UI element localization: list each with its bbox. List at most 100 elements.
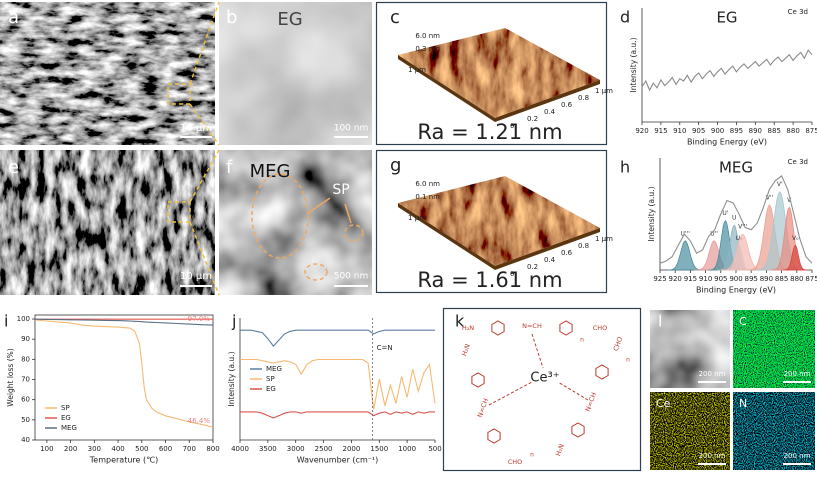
benzene-ring <box>559 320 573 336</box>
legend-label: SP <box>266 375 275 383</box>
scale-label: 10 μm <box>180 123 212 134</box>
x-tick-label: 925 <box>653 275 666 283</box>
legend-label: SP <box>61 404 70 412</box>
line <box>344 203 352 224</box>
y-tick-label: 50 <box>21 416 30 424</box>
x-tick-label: 100 <box>40 445 53 453</box>
marker-label: C=N <box>377 344 393 352</box>
repeat-unit: n <box>530 452 534 459</box>
axis-label: 1 μm <box>408 66 426 74</box>
coordination-bond <box>488 381 533 406</box>
axis-label: 0 <box>510 122 514 130</box>
x-axis-label: Binding Energy (eV) <box>687 138 767 147</box>
x-tick-label: 300 <box>88 445 101 453</box>
x-tick-label: 900 <box>729 275 742 283</box>
x-tick-label: 885 <box>768 127 781 135</box>
scale-label: 500 nm <box>334 272 369 282</box>
peak-label: V <box>787 197 792 204</box>
axis-label: 6.0 nm <box>415 32 440 40</box>
y-tick-label: 60 <box>21 396 30 404</box>
y-tick-label: 80 <box>21 355 30 363</box>
panel-label: j <box>231 312 236 331</box>
panel-label: i <box>4 312 8 331</box>
eds-map <box>650 392 730 470</box>
axis-label: 0.4 <box>544 108 556 116</box>
panel-label: d <box>620 8 630 27</box>
peak-label: U''' <box>681 230 691 237</box>
axis-label: 0.6 <box>561 249 573 257</box>
amine: H₂N <box>462 324 474 332</box>
x-tick-label: 400 <box>111 445 124 453</box>
benzene-ring <box>471 372 485 388</box>
axis-label: 1 μm <box>595 235 613 243</box>
sp-label: SP <box>332 182 349 198</box>
legend-label: MEG <box>266 365 282 373</box>
series-line <box>34 319 214 428</box>
value-label: 97.0% <box>188 315 211 323</box>
annotation: Ce 3d <box>788 158 808 166</box>
benzene-ring <box>595 364 609 380</box>
chart-title: EG <box>716 9 737 27</box>
x-tick-label: 905 <box>714 275 727 283</box>
line <box>189 149 220 203</box>
aldehyde: CHO <box>508 458 523 466</box>
peak <box>667 240 704 271</box>
y-axis-label: Intensity (a.u.) <box>647 186 656 241</box>
y-tick-label: 70 <box>21 376 30 384</box>
x-tick-label: 875 <box>805 127 817 135</box>
legend-label: EG <box>266 385 276 393</box>
x-tick-label: 3000 <box>287 445 305 453</box>
element-label: C <box>739 315 747 328</box>
axis-label: 0.1 nm <box>415 193 440 201</box>
repeat-unit: n <box>626 357 630 364</box>
plot-frame <box>34 314 214 441</box>
legend-label: MEG <box>61 424 77 432</box>
tem-image <box>219 150 372 295</box>
benzene-ring <box>571 422 585 438</box>
repeat-unit: n <box>580 337 584 344</box>
series-line <box>240 329 435 347</box>
roughness: Ra = 1.21 nm <box>417 120 562 144</box>
panel-label: k <box>455 312 465 331</box>
y-tick-label: 90 <box>21 335 30 343</box>
amine: H₂N <box>460 343 472 357</box>
x-tick-label: 2500 <box>315 445 333 453</box>
scale-label: 200 nm <box>784 452 811 460</box>
x-tick-label: 885 <box>775 275 788 283</box>
x-tick-label: 875 <box>805 275 817 283</box>
x-tick-label: 920 <box>635 127 648 135</box>
y-tick-label: 100 <box>17 315 30 323</box>
peak-label: V' <box>777 181 783 188</box>
x-tick-label: 700 <box>183 445 196 453</box>
x-tick-label: 800 <box>206 445 219 453</box>
value-label: 46.4% <box>188 417 211 425</box>
cerium-ion: Ce³⁺ <box>530 371 559 386</box>
x-tick-label: 915 <box>684 275 697 283</box>
axis-label: 0 <box>510 270 514 278</box>
tem-image <box>219 2 372 145</box>
axis-label: 0.6 <box>561 101 573 109</box>
line <box>189 103 220 146</box>
sem-image <box>0 2 215 145</box>
panel-label: c <box>390 7 400 28</box>
zoom-box <box>167 201 191 223</box>
sp-outline <box>344 224 364 242</box>
x-tick-label: 890 <box>749 127 762 135</box>
x-tick-label: 910 <box>699 275 712 283</box>
coordination-bond <box>531 333 544 369</box>
scale-label: 10 μm <box>180 271 212 282</box>
line <box>306 197 331 215</box>
axis-label: 0.2 <box>527 263 538 271</box>
coordination-bond <box>557 381 589 401</box>
zoom-box <box>167 83 191 105</box>
x-tick-label: 920 <box>669 275 682 283</box>
axis-label: 0.8 <box>578 94 589 102</box>
panel-label: f <box>226 157 233 178</box>
eds-map <box>733 392 815 470</box>
x-tick-label: 910 <box>673 127 686 135</box>
x-tick-label: 3500 <box>259 445 277 453</box>
panel-label: l <box>658 312 662 331</box>
element-label: Ce <box>656 397 671 410</box>
panel-label: b <box>226 7 237 28</box>
series-line <box>34 318 214 326</box>
